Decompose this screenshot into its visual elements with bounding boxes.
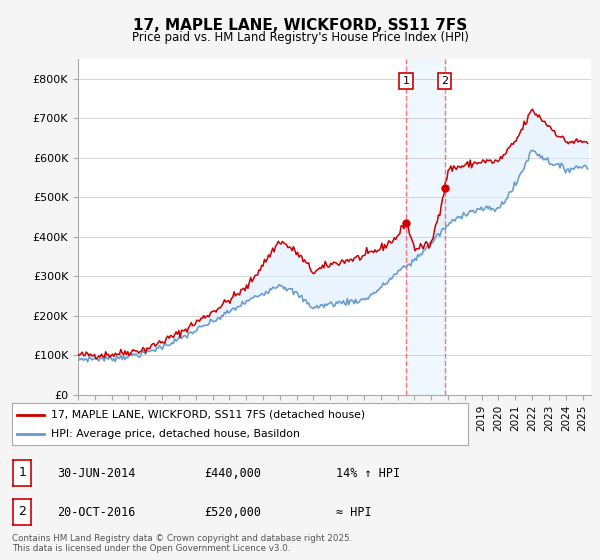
Text: 30-JUN-2014: 30-JUN-2014 bbox=[57, 467, 136, 480]
Text: 17, MAPLE LANE, WICKFORD, SS11 7FS (detached house): 17, MAPLE LANE, WICKFORD, SS11 7FS (deta… bbox=[51, 409, 365, 419]
Text: 2: 2 bbox=[441, 76, 448, 86]
Text: 1: 1 bbox=[18, 466, 26, 479]
Text: 14% ↑ HPI: 14% ↑ HPI bbox=[336, 467, 400, 480]
Text: 1: 1 bbox=[403, 76, 409, 86]
Text: Price paid vs. HM Land Registry's House Price Index (HPI): Price paid vs. HM Land Registry's House … bbox=[131, 31, 469, 44]
Bar bbox=[406, 59, 445, 395]
Text: £520,000: £520,000 bbox=[204, 506, 261, 520]
Text: Contains HM Land Registry data © Crown copyright and database right 2025.
This d: Contains HM Land Registry data © Crown c… bbox=[12, 534, 352, 553]
Text: 20-OCT-2016: 20-OCT-2016 bbox=[57, 506, 136, 520]
Text: ≈ HPI: ≈ HPI bbox=[336, 506, 371, 520]
Text: 17, MAPLE LANE, WICKFORD, SS11 7FS: 17, MAPLE LANE, WICKFORD, SS11 7FS bbox=[133, 18, 467, 33]
Text: 2: 2 bbox=[18, 505, 26, 518]
Text: HPI: Average price, detached house, Basildon: HPI: Average price, detached house, Basi… bbox=[51, 429, 299, 439]
Text: £440,000: £440,000 bbox=[204, 467, 261, 480]
